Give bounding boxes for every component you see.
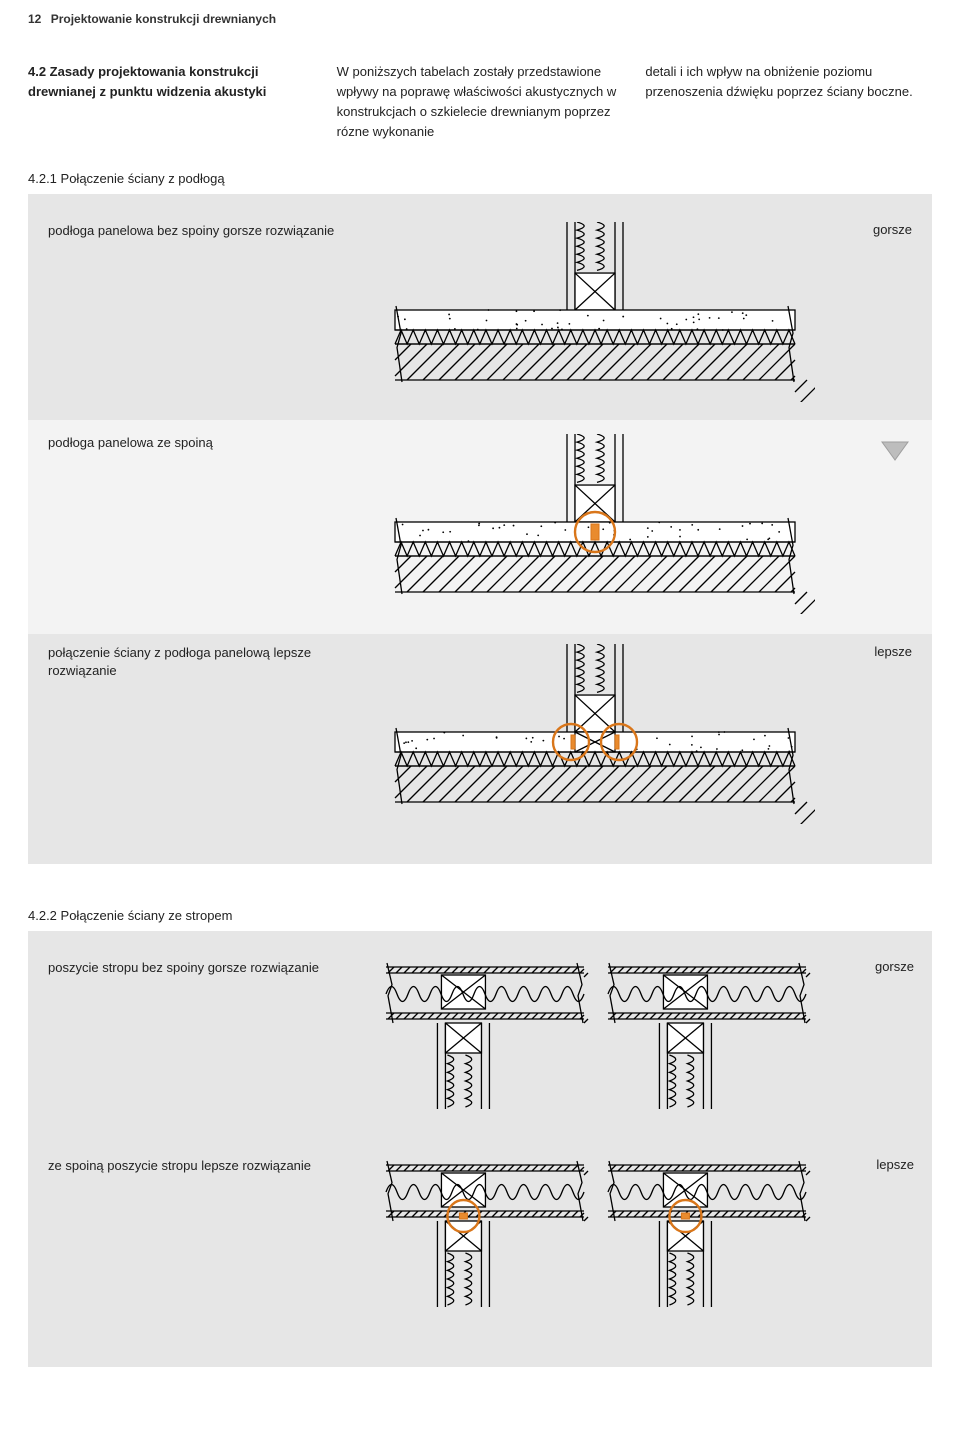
section-intro: 4.2 Zasady projektowania konstrukcji dre… (0, 34, 960, 153)
panel-422: poszycie stropu bez spoiny gorsze rozwią… (28, 931, 932, 1367)
row-rating: gorsze (842, 222, 912, 237)
row-caption: połączenie ściany z podłoga panelową lep… (48, 644, 348, 682)
chapter-title: Projektowanie konstrukcji drewnianych (51, 12, 276, 26)
page-number: 12 (28, 12, 41, 26)
section-para-1: W poniższych tabelach zostały przedstawi… (337, 62, 624, 143)
detail-row: podłoga panelowa bez spoiny gorsze rozwi… (48, 212, 912, 420)
row-caption: ze spoiną poszycie stropu lepsze rozwiąz… (48, 1157, 348, 1176)
drawing-floor-with-joint (366, 434, 824, 614)
detail-row: połączenie ściany z podłoga panelową lep… (48, 634, 912, 842)
row-rating: lepsze (842, 644, 912, 659)
detail-row: poszycie stropu bez spoiny gorsze rozwią… (48, 949, 912, 1147)
section-para-2: detali i ich wpływ na obniżenie poziomu … (645, 62, 932, 143)
detail-row: podłoga panelowa ze spoiną (28, 420, 932, 634)
subheading-421: 4.2.1 Połączenie ściany z podłogą (0, 153, 960, 194)
drawing-ceiling-with-joint (366, 1157, 826, 1327)
row-caption: podłoga panelowa bez spoiny gorsze rozwi… (48, 222, 348, 241)
rating-arrow (842, 434, 912, 464)
subheading-422: 4.2.2 Połączenie ściany ze stropem (0, 890, 960, 931)
drawing-ceiling-no-joint (366, 959, 826, 1129)
row-caption: podłoga panelowa ze spoiną (48, 434, 348, 453)
page-header: 12 Projektowanie konstrukcji drewnianych (0, 0, 960, 34)
panel-421: podłoga panelowa bez spoiny gorsze rozwi… (28, 194, 932, 864)
row-caption: poszycie stropu bez spoiny gorsze rozwią… (48, 959, 348, 978)
row-rating: lepsze (844, 1157, 914, 1172)
row-rating: gorsze (844, 959, 914, 974)
drawing-floor-better (366, 644, 824, 824)
section-title: 4.2 Zasady projektowania konstrukcji dre… (28, 62, 315, 143)
detail-row: ze spoiną poszycie stropu lepsze rozwiąz… (48, 1147, 912, 1345)
drawing-floor-no-joint (366, 222, 824, 402)
